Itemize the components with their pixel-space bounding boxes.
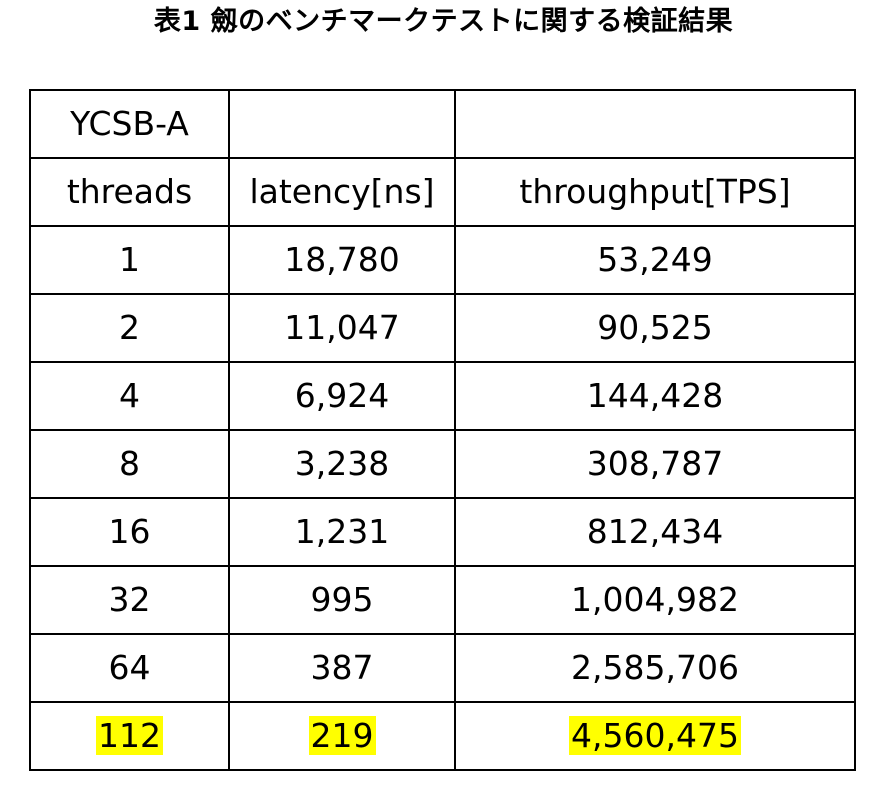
workload-label: YCSB-A — [29, 89, 230, 159]
cell-threads: 32 — [29, 565, 230, 635]
cell-latency: 1,231 — [228, 497, 456, 567]
cell-throughput: 4,560,475 — [454, 701, 856, 771]
cell-throughput: 144,428 — [454, 361, 856, 431]
table-row-highlighted: 112 219 4,560,475 — [29, 701, 856, 771]
cell-latency: 219 — [228, 701, 456, 771]
benchmark-table: YCSB-A threads latency[ns] throughput[TP… — [29, 89, 856, 771]
header-throughput: throughput[TPS] — [454, 157, 856, 227]
table-header-row: threads latency[ns] throughput[TPS] — [29, 157, 856, 227]
table-row: 4 6,924 144,428 — [29, 361, 856, 431]
highlighted-value: 219 — [308, 716, 376, 755]
cell-throughput: 1,004,982 — [454, 565, 856, 635]
cell-latency: 6,924 — [228, 361, 456, 431]
cell-throughput: 308,787 — [454, 429, 856, 499]
table-row: 8 3,238 308,787 — [29, 429, 856, 499]
table-row: 32 995 1,004,982 — [29, 565, 856, 635]
table-row: 16 1,231 812,434 — [29, 497, 856, 567]
cell-latency: 995 — [228, 565, 456, 635]
cell-throughput: 2,585,706 — [454, 633, 856, 703]
empty-cell — [228, 89, 456, 159]
cell-throughput: 812,434 — [454, 497, 856, 567]
empty-cell — [454, 89, 856, 159]
table-row: 64 387 2,585,706 — [29, 633, 856, 703]
table-row: 1 18,780 53,249 — [29, 225, 856, 295]
cell-threads: 8 — [29, 429, 230, 499]
cell-latency: 11,047 — [228, 293, 456, 363]
cell-threads: 4 — [29, 361, 230, 431]
table-title-row: YCSB-A — [29, 89, 856, 159]
cell-threads: 16 — [29, 497, 230, 567]
cell-threads: 2 — [29, 293, 230, 363]
cell-throughput: 53,249 — [454, 225, 856, 295]
cell-latency: 3,238 — [228, 429, 456, 499]
header-latency: latency[ns] — [228, 157, 456, 227]
cell-threads: 64 — [29, 633, 230, 703]
table-caption: 表1 劔のベンチマークテストに関する検証結果 — [153, 6, 734, 37]
cell-throughput: 90,525 — [454, 293, 856, 363]
cell-threads: 1 — [29, 225, 230, 295]
highlighted-value: 112 — [96, 716, 163, 755]
cell-latency: 18,780 — [228, 225, 456, 295]
cell-threads: 112 — [29, 701, 230, 771]
header-threads: threads — [29, 157, 230, 227]
cell-latency: 387 — [228, 633, 456, 703]
table-row: 2 11,047 90,525 — [29, 293, 856, 363]
highlighted-value: 4,560,475 — [569, 716, 741, 755]
